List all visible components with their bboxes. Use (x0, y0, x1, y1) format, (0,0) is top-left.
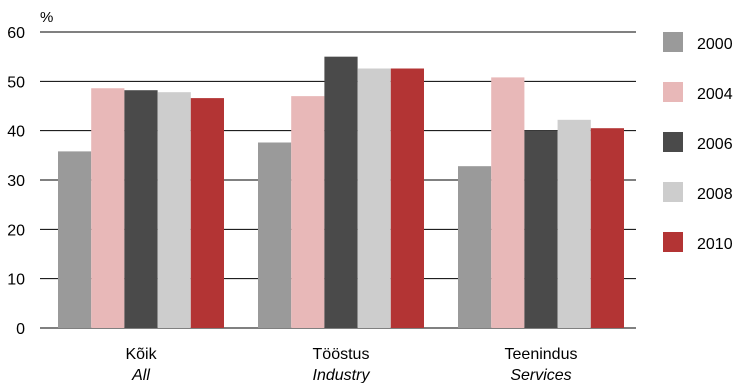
bar-2006-all (124, 90, 158, 328)
category-label-et: Teenindus (505, 346, 578, 363)
legend-label-2010: 2010 (697, 236, 733, 253)
bar-2000-industry (258, 142, 292, 328)
y-axis: 0 10 20 30 40 50 60 (7, 25, 25, 338)
bar-2004-all (91, 88, 125, 329)
legend: 2000 2004 2006 2008 2010 (663, 32, 733, 253)
legend-label-2006: 2006 (697, 136, 733, 153)
bar-2006-services (524, 130, 558, 328)
bar-2004-services (491, 77, 525, 329)
legend-label-2000: 2000 (697, 36, 733, 53)
bar-2010-services (590, 128, 624, 328)
x-axis-categories: Kõik All Tööstus Industry Teenindus Services (125, 346, 577, 383)
bar-2000-all (58, 151, 92, 328)
bar-2010-all (190, 98, 224, 329)
legend-label-2004: 2004 (697, 86, 733, 103)
bar-2008-industry (357, 68, 391, 329)
y-tick-label: 10 (7, 272, 25, 289)
y-tick-label: 30 (7, 173, 25, 190)
legend-swatch-2000 (663, 32, 683, 52)
bar-2008-services (557, 119, 591, 329)
bar-2008-all (157, 92, 191, 328)
legend-label-2008: 2008 (697, 186, 733, 203)
legend-swatch-2004 (663, 82, 683, 102)
y-tick-label: 40 (7, 124, 25, 141)
y-tick-label: 0 (16, 321, 25, 338)
bar-2004-industry (291, 96, 325, 328)
legend-swatch-2006 (663, 132, 683, 152)
bars (58, 56, 624, 329)
y-tick-label: 60 (7, 25, 25, 42)
category-label-et: Tööstus (313, 346, 370, 363)
category-label-en: Services (510, 367, 571, 383)
category-label-en: Industry (313, 367, 371, 383)
legend-swatch-2010 (663, 232, 683, 252)
category-label-et: Kõik (125, 346, 157, 363)
bar-2000-services (458, 166, 492, 328)
bar-2010-industry (390, 68, 424, 329)
legend-swatch-2008 (663, 182, 683, 202)
y-axis-unit-label: % (40, 9, 53, 26)
y-tick-label: 50 (7, 74, 25, 91)
bar-2006-industry (324, 56, 358, 329)
category-label-en: All (131, 367, 150, 383)
y-tick-label: 20 (7, 222, 25, 239)
